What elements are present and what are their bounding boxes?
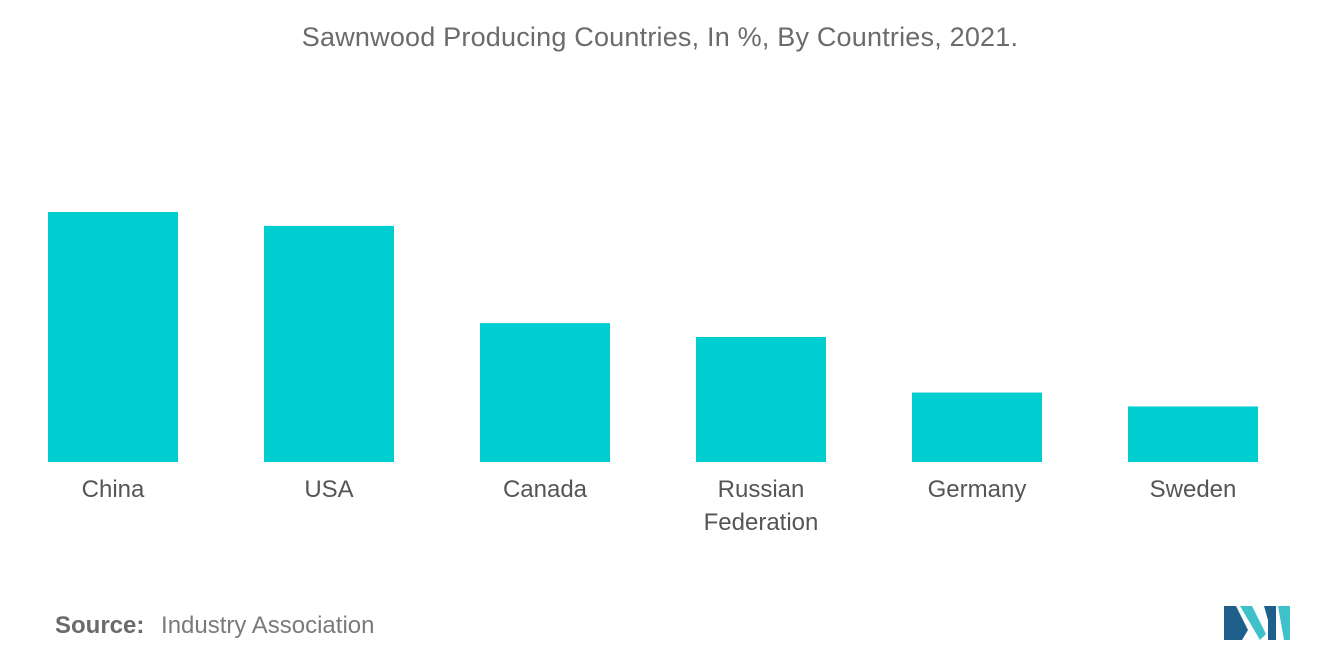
category-labels-layer: China USA Canada Russian Federation Germany Sw… [82, 476, 1237, 536]
source-label: Source: [55, 612, 145, 639]
category-label: USA [304, 476, 353, 503]
logo-shape-middle [1240, 606, 1266, 640]
category-label: Russian Federation [704, 476, 819, 536]
category-label: Germany [928, 476, 1027, 503]
category-label: Canada [503, 476, 588, 503]
category-label: China [82, 476, 145, 503]
bar-canada [480, 323, 610, 462]
logo-shape-left [1224, 606, 1248, 640]
category-label-line: China [82, 476, 145, 503]
bar-chart: China USA Canada Russian Federation Germany Sw… [48, 212, 1258, 536]
mordor-intelligence-logo [1224, 606, 1290, 640]
bar-usa [264, 225, 394, 462]
category-label-line: Canada [503, 476, 588, 503]
source-note: Source: Industry Association [55, 612, 374, 640]
bars-layer [48, 212, 1258, 462]
category-label: Sweden [1150, 476, 1237, 503]
category-label-line: Sweden [1150, 476, 1237, 503]
category-label-line: USA [304, 476, 353, 503]
logo-shape-accent [1278, 606, 1290, 640]
source-value: Industry Association [161, 612, 375, 639]
category-label-line: Russian [718, 476, 805, 503]
logo-shape-right [1264, 606, 1276, 640]
bar-germany [912, 392, 1042, 462]
bar-sweden [1128, 406, 1258, 462]
category-label-line: Federation [704, 509, 819, 536]
category-label-line: Germany [928, 476, 1027, 503]
bar-china [48, 212, 178, 462]
bar-russian-federation [696, 337, 826, 462]
chart-title: Sawnwood Producing Countries, In %, By C… [301, 22, 1019, 52]
